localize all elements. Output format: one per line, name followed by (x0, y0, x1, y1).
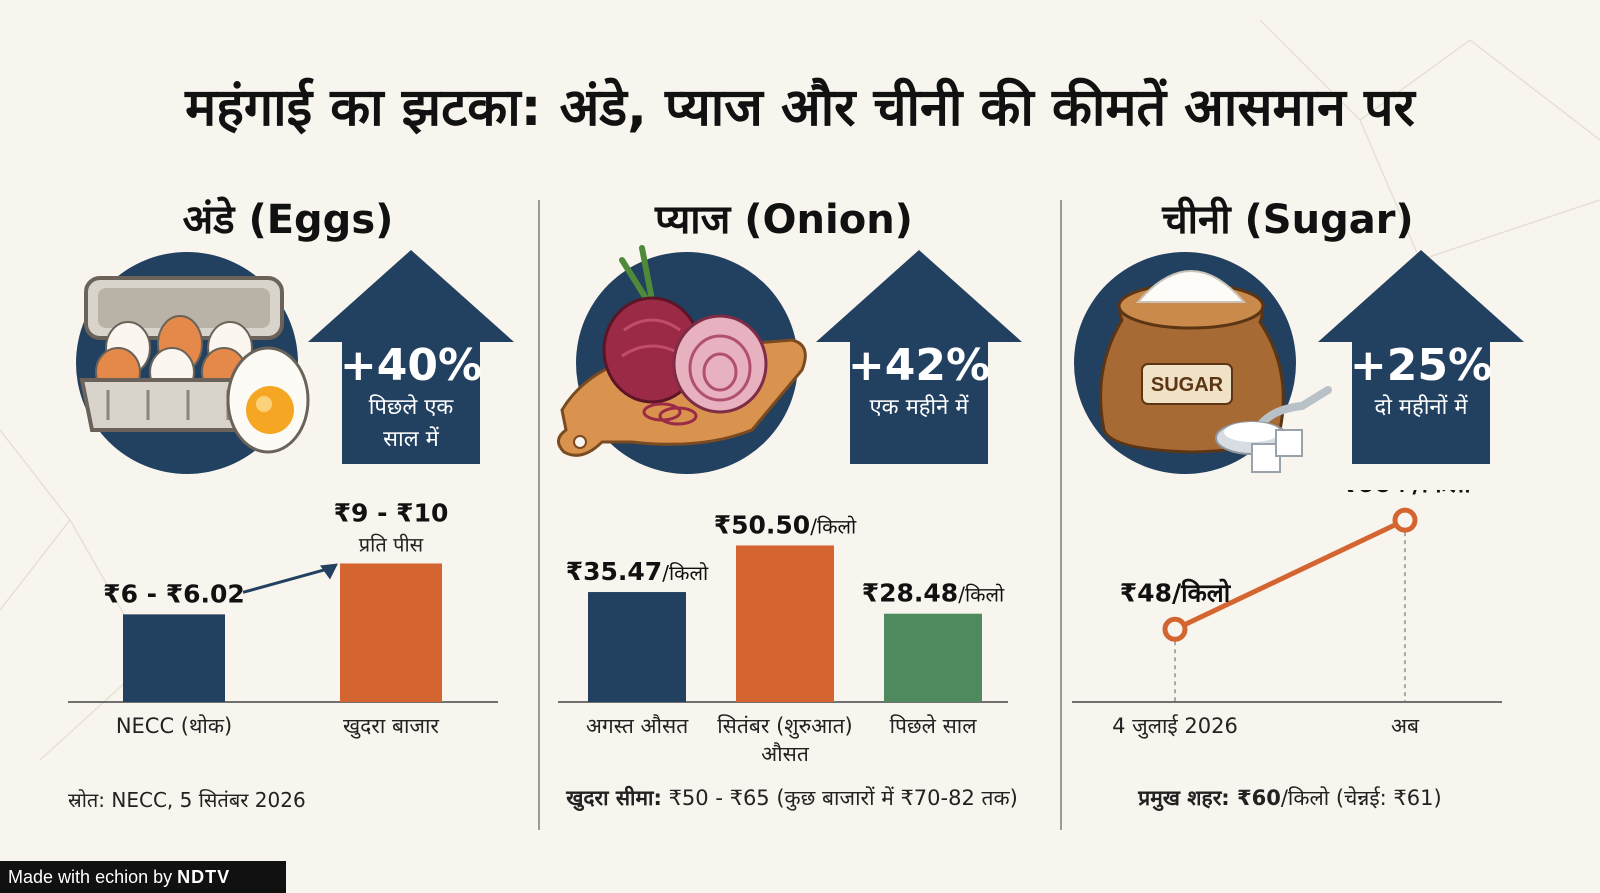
footer-org: NDTV (177, 867, 231, 887)
onion-retail-range-value: ₹50 - ₹65 (कुछ बाजारों में ₹70-82 तक) (661, 786, 1018, 810)
eggs-up-arrow (308, 250, 514, 464)
sugar-title: चीनी (Sugar) (1162, 197, 1414, 243)
sugar-city-price-note: /किलो (चेन्नई: ₹61) (1280, 786, 1442, 810)
eggs-price-chart: NECC (थोक) ₹6 - ₹6.02 खुदरा बाजार ₹9 - ₹10 प… (68, 498, 498, 739)
sugar-price-chart: ₹48/किलो 4 जुलाई 2026 ₹60+/किलो अब (1072, 490, 1502, 739)
x-tick-label-1: अब (1391, 714, 1420, 738)
onion-price-chart: ₹35.47/किलो अगस्त औसत ₹50.50/किलो सितंबर (श… (558, 510, 1008, 766)
page-title: महंगाई का झटका: अंडे, प्याज और चीनी की क… (185, 78, 1415, 138)
onion-panel: प्याज (Onion) +42% एक महीने में ₹35.47/क… (557, 190, 1064, 840)
eggs-change-value: +40% (339, 340, 483, 391)
data-label-1: ₹9 - ₹10 (334, 498, 449, 527)
bar-2 (884, 613, 982, 702)
sugar-sack-label: SUGAR (1151, 374, 1224, 396)
x-tick-label-1: सितंबर (शुरुआत) (717, 714, 853, 739)
x-tick-label-1: खुदरा बाजार (343, 714, 439, 739)
sugar-city-price: प्रमुख शहर: ₹60/किलो (चेन्नई: ₹61) (1060, 784, 1520, 812)
increase-arrow-head (320, 563, 338, 580)
bar-0 (123, 614, 225, 702)
onion-retail-range-label: खुदरा सीमा: (566, 786, 662, 810)
x-tick-label-0: NECC (थोक) (116, 714, 232, 738)
footer-credit: Made with echion by NDTV (0, 861, 286, 893)
data-label-1: ₹50.50/किलो (714, 510, 857, 539)
footer-by: by (153, 867, 173, 887)
sugar-sack-icon: SUGAR (1099, 270, 1332, 473)
onion-title: प्याज (Onion) (655, 197, 913, 243)
onion-up-arrow (816, 250, 1022, 464)
data-label-sub-1: प्रति पीस (359, 532, 424, 556)
data-label-0: ₹35.47/किलो (566, 557, 709, 586)
sugar-up-arrow (1318, 250, 1524, 464)
data-label-2: ₹28.48/किलो (862, 579, 1005, 608)
eggs-panel: अंडे (Eggs) +40% पिछले एक साल में NECC (… (68, 190, 568, 840)
eggs-change-period: पिछले एक साल में (308, 392, 514, 456)
onion-board-icon (557, 245, 807, 457)
point-0 (1162, 616, 1188, 642)
egg-tray-icon (79, 276, 310, 454)
eggs-source: स्रोत: NECC, 5 सितंबर 2026 (68, 788, 306, 812)
footer-made-with: Made with (8, 867, 91, 887)
bar-1 (340, 563, 442, 702)
sugar-change-period: दो महीनों में (1374, 395, 1468, 420)
onion-change-period: एक महीने में (869, 395, 969, 420)
bar-0 (588, 592, 686, 702)
eggs-change-period-line2: साल में (383, 427, 439, 452)
point-1 (1392, 507, 1418, 533)
eggs-change-period-line1: पिछले एक (368, 395, 454, 420)
x-tick-label-line2-1: औसत (761, 742, 810, 766)
data-label-1: ₹60+/किलो (1339, 490, 1472, 498)
divider-1 (538, 200, 540, 830)
onion-change-value: +42% (847, 340, 991, 391)
eggs-title: अंडे (Eggs) (182, 197, 394, 243)
sugar-change-value: +25% (1349, 340, 1493, 391)
sugar-panel: चीनी (Sugar) SUGAR +25% दो महीनों में ₹4… (1072, 190, 1586, 840)
series-line (1173, 517, 1407, 632)
onion-retail-range: खुदरा सीमा: ₹50 - ₹65 (कुछ बाजारों में ₹… (552, 784, 1032, 812)
bar-1 (736, 545, 834, 702)
x-tick-label-0: अगस्त औसत (586, 714, 689, 738)
data-label-0: ₹6 - ₹6.02 (103, 579, 245, 608)
x-tick-label-2: पिछले साल (890, 714, 978, 738)
divider-2 (1060, 200, 1062, 830)
sugar-city-price-label: प्रमुख शहर: (1138, 786, 1230, 810)
sugar-city-price-value: ₹60 (1229, 786, 1281, 810)
data-label-0: ₹48/किलो (1120, 578, 1232, 607)
footer-brand: echion (95, 867, 149, 887)
increase-arrow-line (242, 568, 327, 594)
x-tick-label-0: 4 जुलाई 2026 (1112, 714, 1238, 739)
